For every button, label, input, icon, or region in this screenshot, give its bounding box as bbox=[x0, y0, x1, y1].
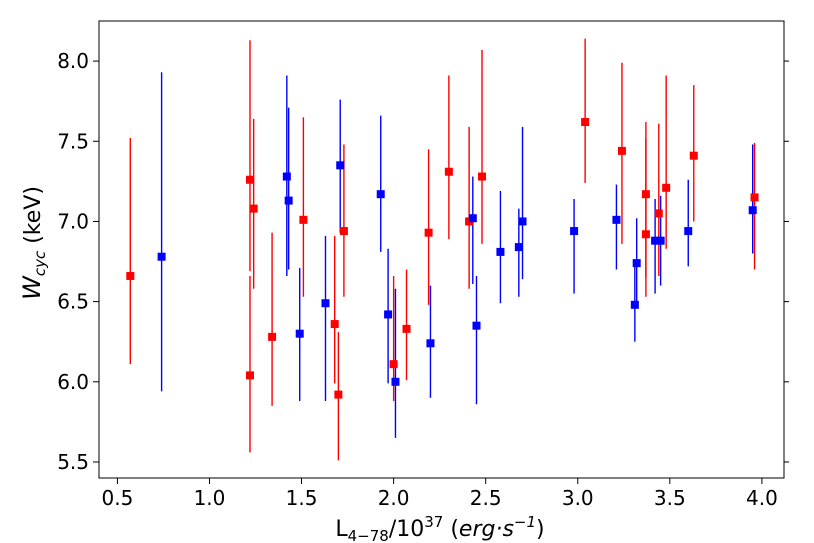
x-axis: 0.5 1.0 1.5 2.0 2.5 3.0 3.5 4.0 bbox=[102, 478, 778, 510]
data-point bbox=[376, 190, 385, 199]
x-tick-label: 0.5 bbox=[102, 486, 134, 510]
x-axis-label-unit-exponent: −1 bbox=[514, 513, 536, 531]
data-point bbox=[641, 190, 650, 199]
x-tick-label: 2.5 bbox=[470, 486, 502, 510]
y-tick-label: 7.0 bbox=[57, 209, 89, 233]
data-point bbox=[612, 215, 621, 224]
y-tick-label: 6.5 bbox=[57, 290, 89, 314]
x-axis-label-exponent: 37 bbox=[424, 513, 443, 531]
data-point bbox=[632, 259, 641, 268]
x-axis-label-unit-close: ) bbox=[536, 517, 545, 542]
data-point bbox=[391, 377, 400, 386]
x-tick-label: 1.5 bbox=[286, 486, 318, 510]
data-point bbox=[295, 329, 304, 338]
data-point bbox=[656, 236, 665, 245]
data-point bbox=[339, 227, 348, 236]
x-axis-label-unit-open: ( bbox=[443, 517, 459, 542]
data-point bbox=[496, 247, 505, 256]
x-tick-label: 4.0 bbox=[746, 486, 778, 510]
x-tick-label: 1.0 bbox=[194, 486, 226, 510]
data-point bbox=[617, 146, 626, 155]
y-tick-label: 5.5 bbox=[57, 450, 89, 474]
x-tick-label: 3.0 bbox=[562, 486, 594, 510]
data-point bbox=[384, 310, 393, 319]
y-tick-label: 6.0 bbox=[57, 370, 89, 394]
data-point bbox=[334, 390, 343, 399]
data-point bbox=[336, 161, 345, 170]
data-point bbox=[330, 320, 339, 329]
data-point bbox=[282, 172, 291, 181]
data-point bbox=[299, 215, 308, 224]
y-tick-label: 7.5 bbox=[57, 129, 89, 153]
data-point bbox=[641, 230, 650, 239]
data-point bbox=[444, 167, 453, 176]
data-point bbox=[684, 227, 693, 236]
y-axis-label-main: W bbox=[18, 275, 46, 300]
data-point bbox=[126, 271, 135, 280]
data-point bbox=[581, 118, 590, 127]
data-point bbox=[630, 300, 639, 309]
data-point bbox=[426, 339, 435, 348]
data-point bbox=[570, 227, 579, 236]
error-bars-layer bbox=[129, 38, 756, 461]
x-axis-label-unit: erg·s bbox=[459, 517, 514, 542]
data-point bbox=[268, 332, 277, 341]
y-axis-label: Wcyc (keV) bbox=[18, 186, 49, 300]
data-point bbox=[321, 299, 330, 308]
y-axis-label-subscript: cyc bbox=[31, 250, 49, 276]
data-point bbox=[662, 183, 671, 192]
data-point bbox=[245, 175, 254, 184]
data-point bbox=[249, 204, 258, 213]
data-point bbox=[478, 172, 487, 181]
x-tick-label: 3.5 bbox=[654, 486, 686, 510]
x-axis-label-main: L bbox=[335, 517, 348, 542]
data-point bbox=[654, 209, 663, 218]
plot-frame bbox=[98, 20, 785, 479]
y-tick-label: 8.0 bbox=[57, 49, 89, 73]
x-axis-label-subscript: 4−78 bbox=[348, 527, 389, 543]
data-point bbox=[468, 214, 477, 223]
data-point bbox=[389, 360, 398, 369]
data-point bbox=[689, 151, 698, 160]
data-point bbox=[518, 217, 527, 226]
y-axis-label-unit: (keV) bbox=[21, 186, 46, 251]
data-point bbox=[424, 228, 433, 237]
data-point bbox=[750, 193, 759, 202]
markers-layer bbox=[126, 118, 759, 399]
x-axis-label-divisor: /10 bbox=[389, 517, 424, 542]
data-point bbox=[157, 252, 166, 261]
data-point bbox=[402, 324, 411, 333]
x-axis-label: L4−78/1037 (erg·s−1) bbox=[335, 513, 544, 543]
data-point bbox=[651, 236, 660, 245]
data-point bbox=[514, 243, 523, 252]
data-point bbox=[284, 196, 293, 205]
data-point bbox=[472, 321, 481, 330]
y-axis: 5.5 6.0 6.5 7.0 7.5 8.0 bbox=[57, 49, 789, 474]
data-point bbox=[245, 371, 254, 380]
data-point bbox=[748, 206, 757, 215]
x-tick-label: 2.0 bbox=[378, 486, 410, 510]
